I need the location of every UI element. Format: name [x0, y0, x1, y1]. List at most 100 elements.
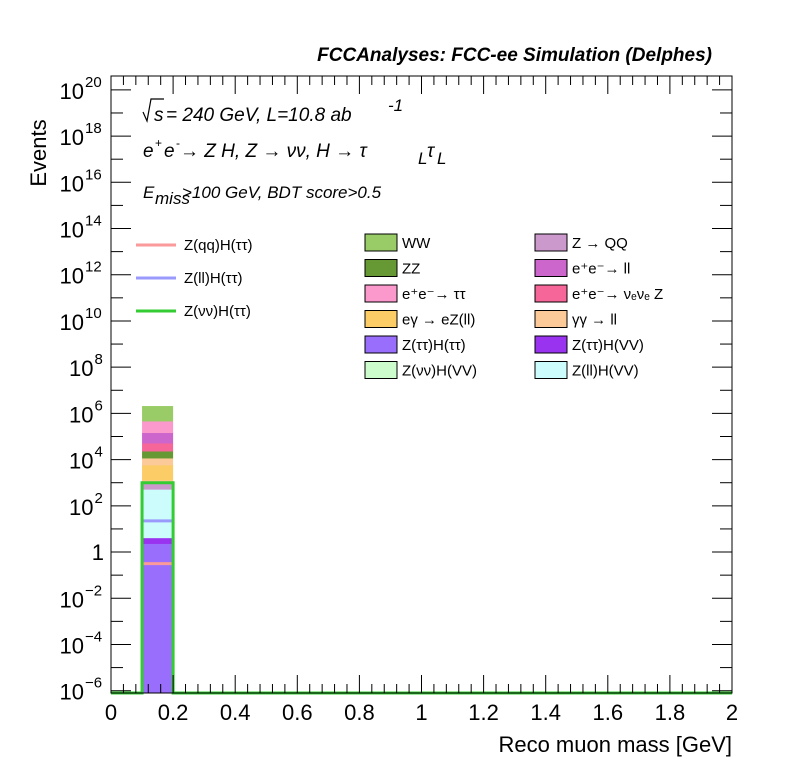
cut-annotation: E miss >100 GeV, BDT score>0.5 [143, 183, 382, 208]
x-axis-ticks: 0 0.2 0.4 0.6 0.8 1 1.2 1.4 1.6 1.8 2 [105, 76, 738, 725]
y-tick-label: 10 [60, 264, 84, 289]
stack-bar [142, 480, 174, 482]
process-annotation: e + e - → Z H, Z → νν, H → τ L τ L [143, 136, 446, 168]
process-eminus: - [176, 136, 180, 150]
y-tick-exponent: 4 [95, 444, 103, 461]
y-tick-label: 10 [69, 449, 93, 474]
y-tick-label: 10 [60, 633, 84, 658]
x-tick-label: 1 [415, 700, 427, 725]
signal-line [111, 481, 732, 695]
legend-box-swatch [534, 284, 568, 303]
stack-bar [142, 421, 174, 434]
legend-box-label: WW [402, 235, 431, 252]
legend-box-label: ZZ [402, 261, 420, 278]
legend-box-swatch [364, 361, 398, 379]
y-tick-exponent: 10 [85, 305, 102, 322]
y-tick-exponent: −6 [85, 675, 102, 692]
y-tick-label: 10 [69, 402, 93, 427]
y-tick-exponent: 12 [85, 259, 102, 276]
legend-line-label: Z(νν)H(ττ) [184, 303, 251, 320]
process-e2: e [164, 141, 175, 162]
chart-title: FCCAnalyses: FCC-ee Simulation (Delphes) [317, 45, 712, 66]
x-tick-label: 1.6 [593, 700, 624, 725]
legend-box-label: Z(ττ)H(ττ) [402, 337, 466, 354]
y-tick-exponent: 18 [85, 120, 102, 137]
cut-miss: miss [155, 189, 190, 208]
legend-box-swatch [534, 259, 568, 277]
x-tick-label: 0 [105, 700, 117, 725]
stack-bar [142, 543, 174, 693]
stack-bar [142, 483, 174, 490]
legend-line-label: Z(ll)H(ττ) [184, 270, 243, 287]
legend: Z(qq)H(ττ) Z(ll)H(ττ) Z(νν)H(ττ) WW ZZ e⁺e⁻→ … [136, 233, 663, 380]
legend-box-swatch [534, 335, 568, 354]
x-tick-label: 1.4 [530, 700, 561, 725]
y-tick-label: 10 [69, 495, 93, 520]
y-tick-exponent: 14 [85, 213, 102, 230]
lumi-exponent: -1 [388, 96, 403, 115]
legend-box-label: Z(ττ)H(VV) [572, 337, 644, 354]
stack-bar [142, 451, 174, 459]
legend-box-swatch [364, 335, 398, 354]
y-tick-label: 10 [60, 171, 84, 196]
x-axis-title: Reco muon mass [GeV] [498, 732, 732, 757]
stack-bar [142, 406, 174, 422]
legend-box-label: Z(ll)H(VV) [572, 363, 639, 380]
legend-box-label: e⁺e⁻→ ll [572, 261, 630, 278]
y-axis-title: Events [26, 119, 51, 186]
energy-annotation: s = 240 GeV, L=10.8 ab -1 [142, 96, 403, 126]
x-tick-label: 0.8 [344, 700, 375, 725]
process-e1: e [143, 141, 154, 162]
sqrt-s-label: s [154, 105, 164, 126]
y-tick-label: 10 [60, 587, 84, 612]
x-tick-label: 0.6 [282, 700, 313, 725]
stack-bar [142, 443, 174, 452]
signal-lines [111, 481, 732, 695]
y-tick-exponent: 2 [95, 490, 103, 507]
stack-bars [142, 405, 174, 693]
y-tick-label: 10 [60, 125, 84, 150]
stack-bar [142, 538, 174, 544]
cut-e: E [143, 183, 155, 202]
y-tick-exponent: 8 [95, 351, 103, 368]
stack-bar [142, 458, 174, 466]
y-tick-label: 10 [60, 680, 84, 705]
stack-bar [142, 465, 174, 481]
y-tick-exponent: 16 [85, 166, 102, 183]
legend-box-label: Z → QQ [572, 235, 628, 252]
legend-line-label: Z(qq)H(ττ) [184, 237, 253, 254]
x-tick-label: 0.2 [158, 700, 189, 725]
legend-box-label: e⁺e⁻→ ττ [402, 286, 466, 303]
y-tick-exponent: −4 [85, 628, 102, 645]
y-tick-label: 1 [92, 540, 104, 565]
legend-box-label: Z(νν)H(VV) [402, 363, 477, 380]
legend-box-label: eγ → eZ(ll) [402, 312, 475, 329]
y-tick-label: 10 [60, 218, 84, 243]
x-tick-label: 0.4 [220, 700, 251, 725]
y-tick-exponent: −2 [85, 582, 102, 599]
y-tick-exponent: 6 [95, 397, 103, 414]
process-sub2: L [437, 149, 446, 168]
x-tick-label: 1.8 [655, 700, 686, 725]
legend-box-swatch [534, 233, 568, 252]
legend-box-swatch [534, 310, 568, 328]
stack-bar [142, 433, 174, 444]
process-tau2: τ [427, 141, 436, 162]
legend-box-swatch [364, 310, 398, 328]
legend-box-swatch [364, 233, 398, 252]
stack-bar [142, 489, 174, 539]
sqrt-sign [142, 98, 164, 124]
legend-box-swatch [364, 259, 398, 277]
cut-rest: >100 GeV, BDT score>0.5 [182, 183, 382, 202]
legend-box-swatch [364, 284, 398, 303]
process-main: → Z H, Z → νν, H → τ [180, 141, 368, 162]
legend-box-label: γγ → ll [572, 312, 617, 329]
plot-frame [110, 75, 733, 694]
legend-box-label: e⁺e⁻→ νₑνₑ Z [572, 286, 663, 303]
x-tick-label: 1.2 [468, 700, 499, 725]
y-tick-label: 10 [60, 310, 84, 335]
x-tick-label: 2 [726, 700, 738, 725]
y-tick-exponent: 20 [85, 74, 102, 91]
